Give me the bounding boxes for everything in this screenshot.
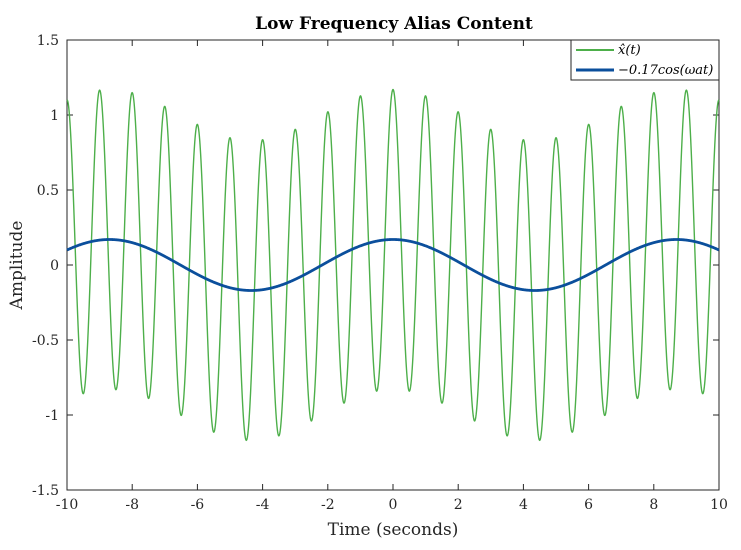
legend-label-xhat: x̂(t) — [618, 43, 641, 58]
x-tick-label: -10 — [56, 497, 79, 513]
x-tick-label: 8 — [649, 497, 658, 513]
y-tick-label: 1 — [50, 108, 59, 124]
data-lines — [65, 88, 721, 442]
legend-label-alias: −0.17cos(ωat) — [618, 63, 713, 78]
x-tick-label: -8 — [125, 497, 139, 513]
y-tick-label: -0.5 — [32, 333, 59, 349]
chart-title: Low Frequency Alias Content — [255, 14, 533, 34]
x-tick-label: -6 — [191, 497, 205, 513]
y-axis-label: Amplitude — [7, 221, 27, 311]
legend-box — [570, 39, 720, 81]
x-tick-label: -4 — [256, 497, 270, 513]
axis-ticks: -10 -8 -6 -4 -2 0 2 4 6 8 10 -1.5 -1 -0.5 0 0.5 1 1.5 — [32, 33, 728, 513]
legend: x̂(t) −0.17cos(ωat) — [570, 39, 720, 81]
x-tick-label: 0 — [389, 497, 398, 513]
x-tick-label: 6 — [584, 497, 593, 513]
x-tick-label: 2 — [454, 497, 463, 513]
series-line-xhat — [66, 88, 720, 442]
y-tick-label: 0 — [50, 258, 59, 274]
y-tick-label: 1.5 — [37, 33, 59, 49]
plot-area — [66, 39, 720, 491]
x-tick-label: -2 — [321, 497, 335, 513]
y-tick-label: -1 — [45, 408, 59, 424]
x-tick-label: 10 — [710, 497, 728, 513]
y-tick-label: -1.5 — [32, 483, 59, 499]
series-line-alias — [65, 238, 721, 292]
x-tick-label: 4 — [519, 497, 528, 513]
x-axis-label: Time (seconds) — [328, 520, 459, 540]
y-tick-label: 0.5 — [37, 183, 59, 199]
